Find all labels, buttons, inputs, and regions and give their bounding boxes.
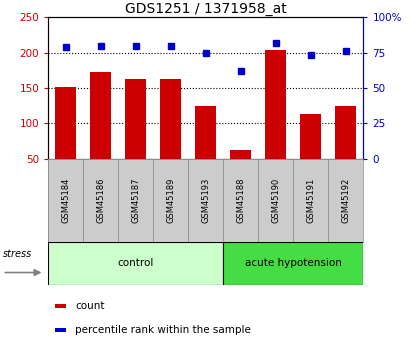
Bar (55, 304, 66, 308)
Text: GSM45193: GSM45193 (201, 177, 210, 223)
Text: percentile rank within the sample: percentile rank within the sample (76, 325, 251, 335)
Text: GSM45186: GSM45186 (96, 177, 105, 223)
Bar (188, 159, 223, 242)
Text: GSM45191: GSM45191 (306, 177, 315, 223)
Text: GSM45190: GSM45190 (271, 177, 280, 223)
Text: GSM45187: GSM45187 (131, 177, 140, 223)
Bar (223, 159, 258, 242)
Bar (300, 114, 321, 194)
Text: control: control (118, 258, 154, 268)
Bar (48, 159, 83, 242)
Bar (55, 328, 66, 332)
Bar (125, 79, 146, 194)
Text: stress: stress (3, 249, 31, 258)
Text: GSM45192: GSM45192 (341, 177, 350, 223)
Title: GDS1251 / 1371958_at: GDS1251 / 1371958_at (125, 2, 287, 16)
Bar (328, 159, 363, 242)
Bar (118, 159, 153, 242)
Bar (90, 72, 111, 194)
Bar (55, 87, 76, 194)
Bar (83, 159, 118, 242)
Bar (195, 106, 216, 194)
Bar (160, 79, 181, 194)
Bar (335, 106, 356, 194)
Bar (48, 241, 223, 285)
Text: GSM45184: GSM45184 (61, 177, 70, 223)
Bar (153, 159, 188, 242)
Text: GSM45189: GSM45189 (166, 177, 175, 223)
Bar (230, 149, 251, 194)
Text: count: count (76, 301, 105, 311)
Bar (223, 241, 363, 285)
Text: acute hypotension: acute hypotension (245, 258, 342, 268)
Bar (265, 50, 286, 194)
Bar (293, 159, 328, 242)
Text: GSM45188: GSM45188 (236, 177, 245, 223)
Bar (258, 159, 293, 242)
